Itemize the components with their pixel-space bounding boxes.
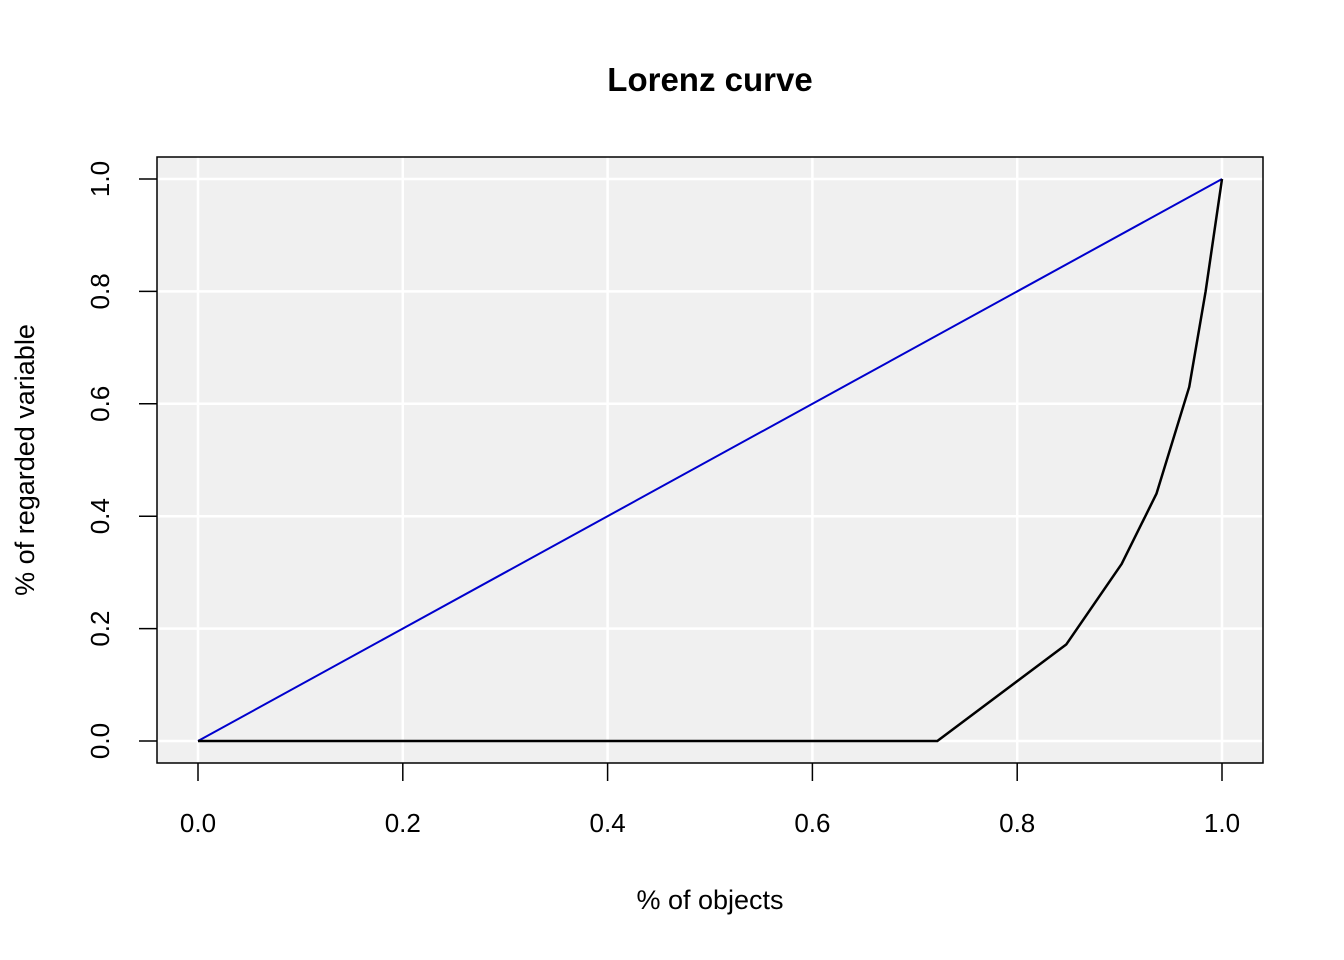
plot-border (156, 156, 1264, 764)
series-lines (197, 178, 1224, 743)
x-tick-label: 1.0 (1204, 808, 1240, 838)
chart-title: Lorenz curve (607, 61, 812, 98)
lorenz-curve-line (198, 178, 1224, 743)
y-tick-label: 0.0 (85, 723, 115, 759)
x-tick-label: 0.6 (794, 808, 830, 838)
x-tick-label: 0.0 (180, 808, 216, 838)
y-tick-label: 1.0 (85, 161, 115, 197)
grid-lines (157, 157, 1263, 763)
y-axis-label: % of regarded variable (10, 324, 40, 596)
y-tick-label: 0.8 (85, 273, 115, 309)
y-axis: 0.0 0.2 0.4 0.6 0.8 1.0 (85, 161, 157, 759)
y-tick-label: 0.6 (85, 386, 115, 422)
equality-line (197, 178, 1223, 742)
x-tick-label: 0.2 (385, 808, 421, 838)
x-axis: 0.0 0.2 0.4 0.6 0.8 1.0 (180, 763, 1240, 838)
x-tick-label: 0.4 (590, 808, 626, 838)
y-tick-label: 0.2 (85, 611, 115, 647)
x-axis-label: % of objects (636, 885, 783, 915)
x-tick-label: 0.8 (999, 808, 1035, 838)
y-tick-label: 0.4 (85, 498, 115, 534)
